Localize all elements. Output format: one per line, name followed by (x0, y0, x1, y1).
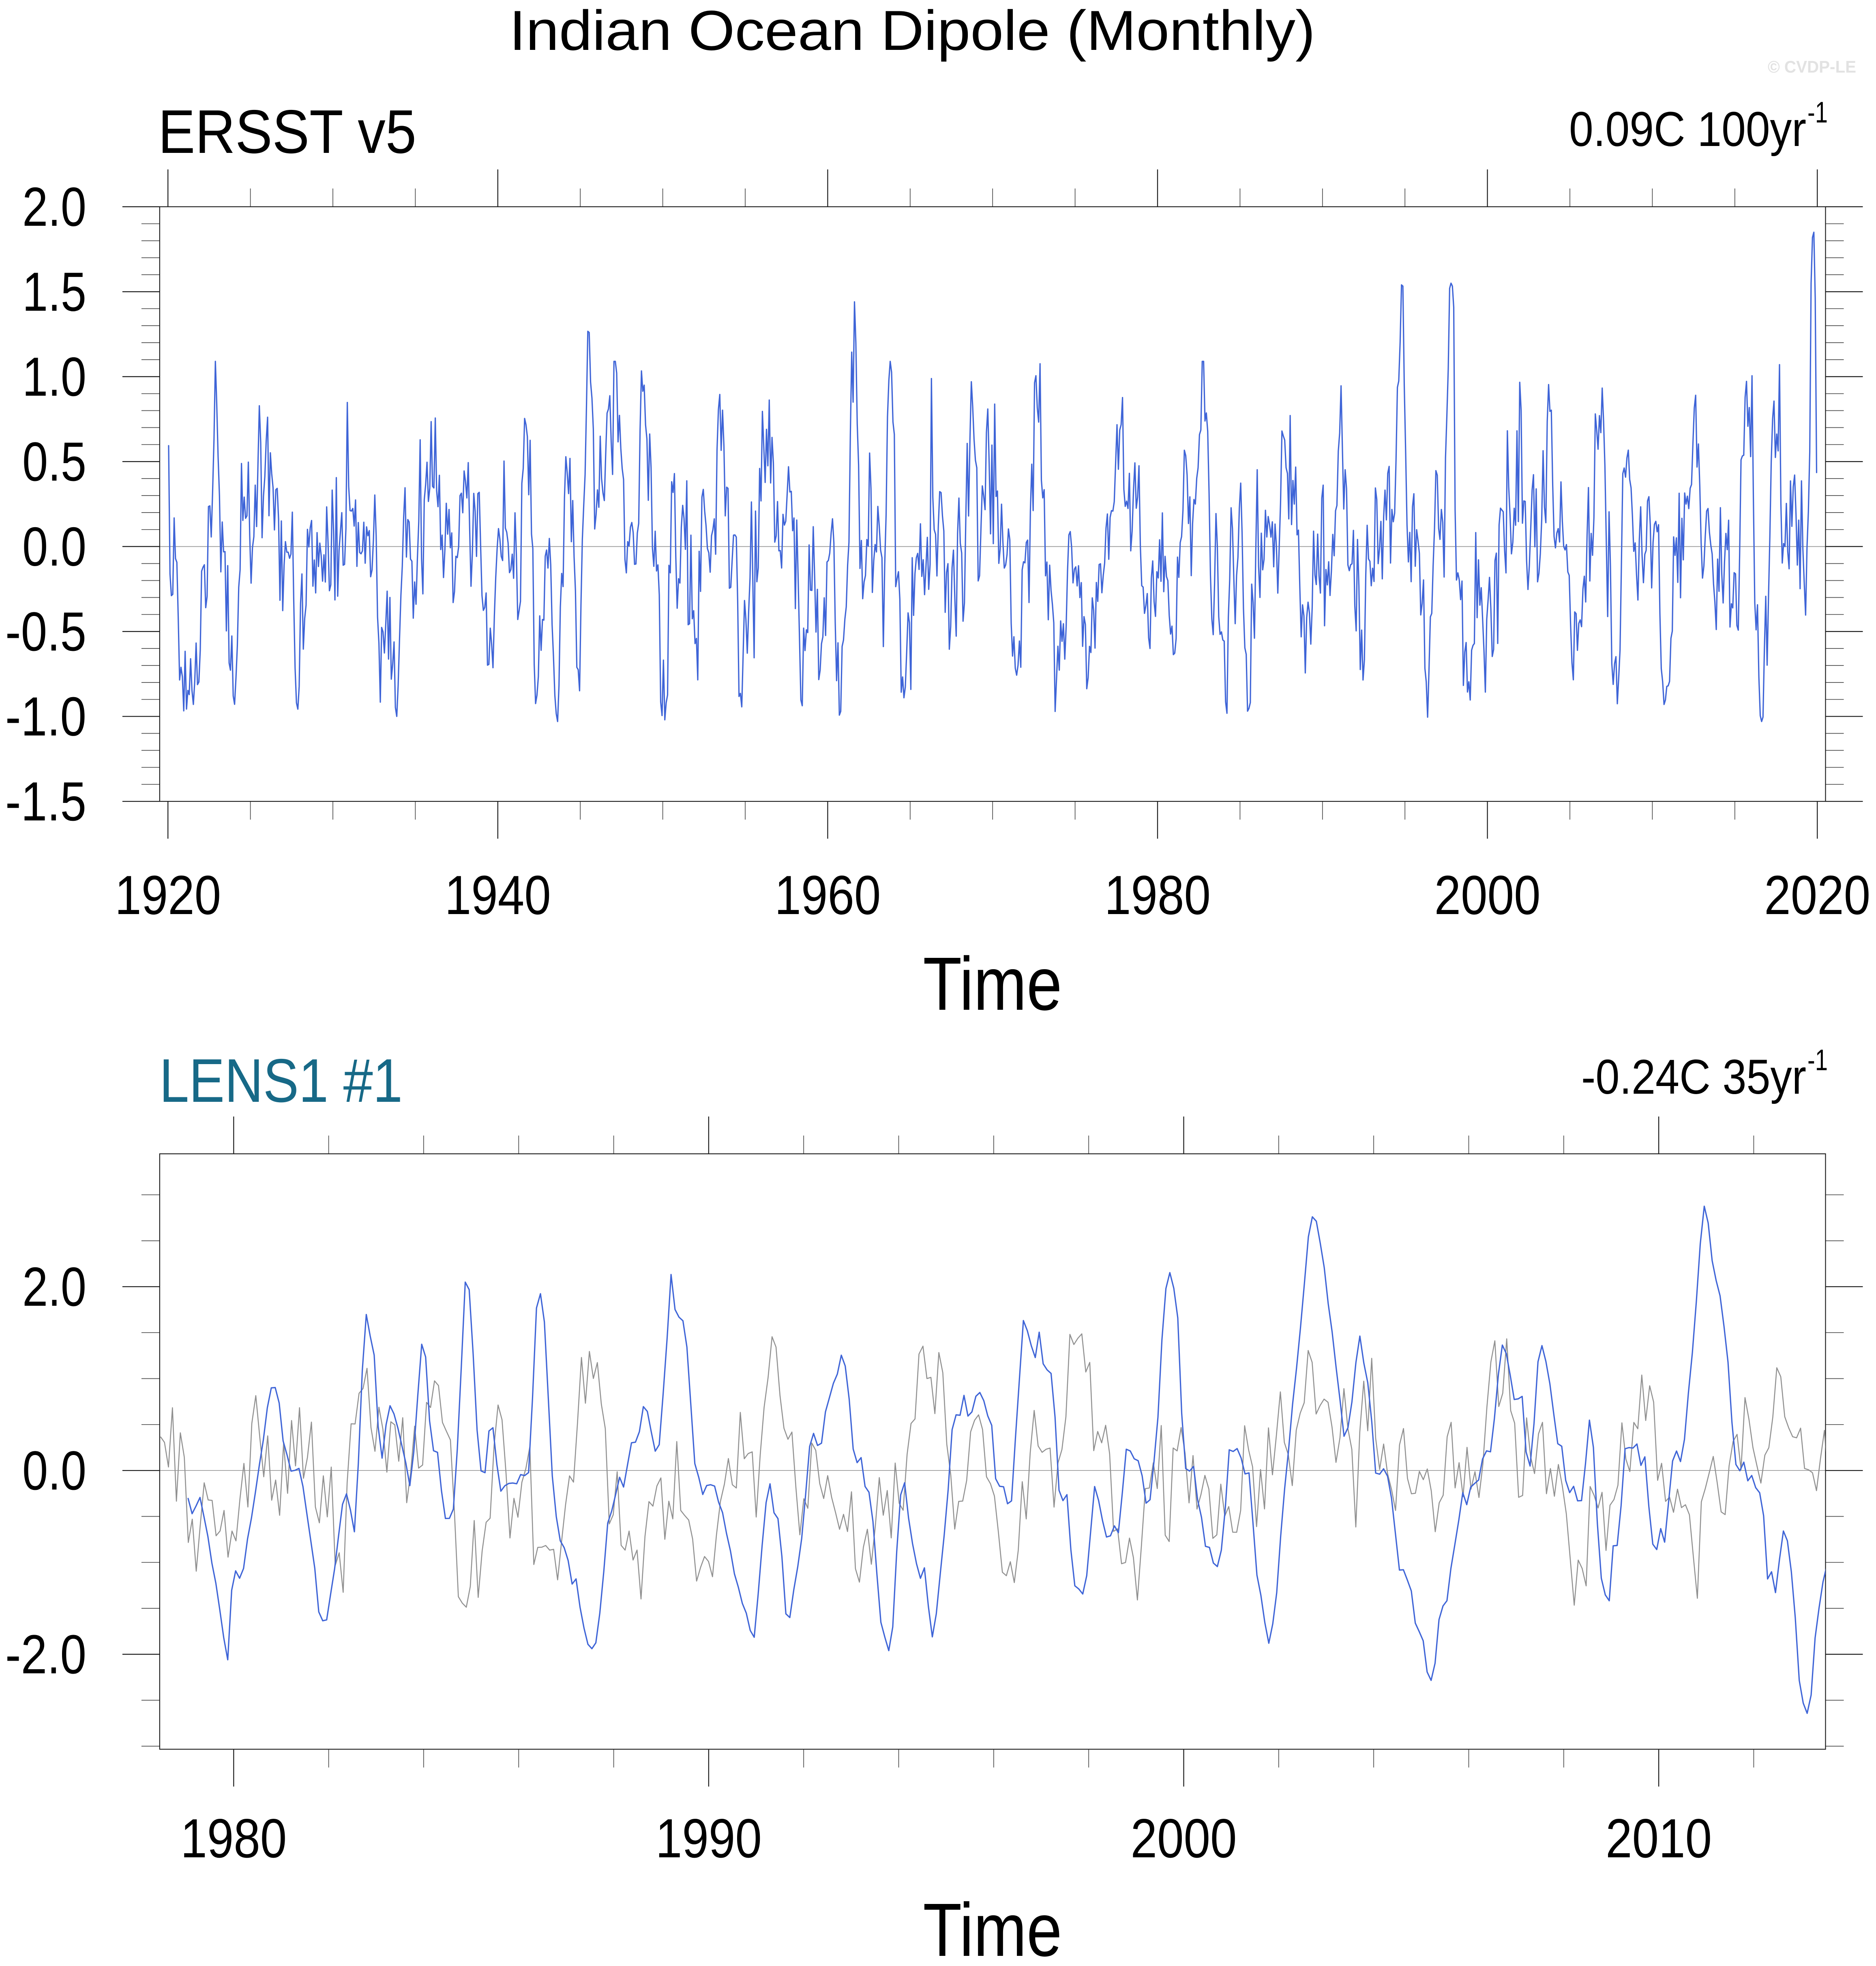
svg-text:-2.0: -2.0 (5, 1623, 86, 1685)
svg-text:Time: Time (923, 1888, 1062, 1966)
svg-text:1940: 1940 (445, 864, 551, 926)
svg-text:1920: 1920 (115, 864, 221, 926)
svg-text:0.09C 100yr: 0.09C 100yr (1569, 101, 1806, 157)
svg-text:0.0: 0.0 (22, 1440, 86, 1501)
svg-text:1.0: 1.0 (22, 346, 86, 408)
svg-text:2.0: 2.0 (22, 176, 86, 238)
svg-text:-1: -1 (1807, 1044, 1828, 1077)
svg-text:2000: 2000 (1131, 1807, 1237, 1869)
svg-text:1980: 1980 (180, 1807, 287, 1869)
svg-text:1990: 1990 (656, 1807, 762, 1869)
svg-text:-0.24C 35yr: -0.24C 35yr (1581, 1049, 1806, 1104)
svg-text:0.5: 0.5 (22, 431, 86, 492)
svg-text:2000: 2000 (1434, 864, 1541, 926)
svg-text:-1.5: -1.5 (5, 771, 86, 832)
svg-text:2020: 2020 (1764, 864, 1870, 926)
svg-text:0.0: 0.0 (22, 516, 86, 577)
svg-text:-1.0: -1.0 (5, 686, 86, 747)
svg-text:1980: 1980 (1104, 864, 1211, 926)
svg-text:LENS1 #1: LENS1 #1 (159, 1046, 403, 1115)
svg-text:2.0: 2.0 (22, 1256, 86, 1318)
svg-text:ERSST v5: ERSST v5 (158, 97, 416, 166)
svg-text:-1: -1 (1807, 96, 1828, 129)
svg-text:1.5: 1.5 (22, 261, 86, 322)
svg-text:Indian Ocean Dipole (Monthly): Indian Ocean Dipole (Monthly) (509, 0, 1315, 62)
svg-text:© CVDP-LE: © CVDP-LE (1768, 57, 1856, 76)
svg-text:-0.5: -0.5 (5, 601, 86, 662)
svg-text:2010: 2010 (1606, 1807, 1712, 1869)
svg-text:Time: Time (923, 942, 1062, 1026)
svg-text:1960: 1960 (774, 864, 881, 926)
